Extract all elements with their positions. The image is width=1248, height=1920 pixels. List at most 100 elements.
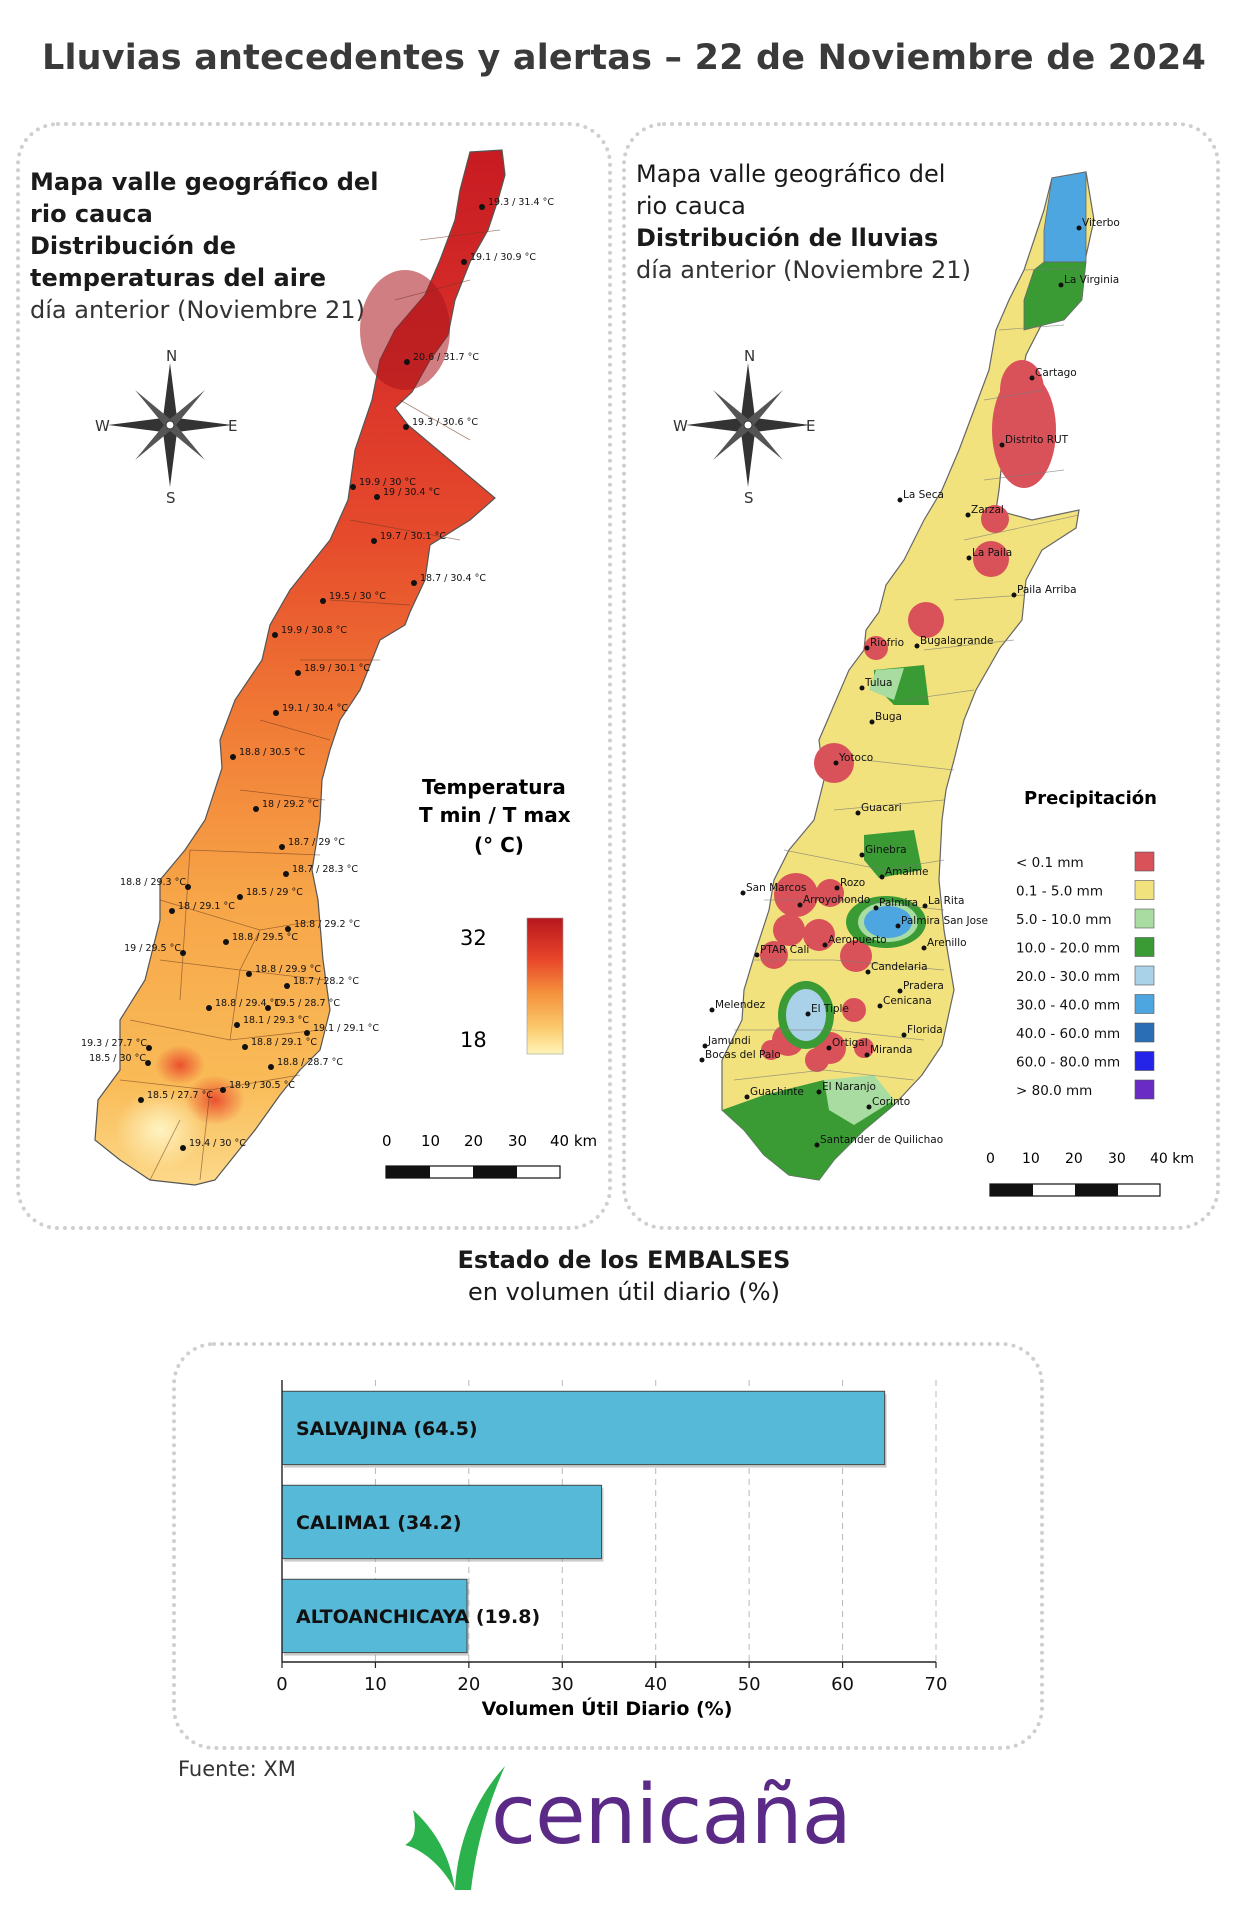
place-dot — [901, 1032, 907, 1038]
station-dot — [283, 871, 289, 877]
station-label: 18.9 / 30.5 °C — [229, 1080, 295, 1091]
place-dot — [865, 969, 871, 975]
place-label: PTAR Cali — [760, 944, 809, 956]
compass-south-2: S — [744, 489, 754, 507]
station-label: 18.8 / 29.9 °C — [255, 964, 321, 975]
place-label: Paila Arriba — [1017, 584, 1077, 596]
station-dot — [180, 950, 186, 956]
station-label: 18.7 / 30.4 °C — [420, 573, 486, 584]
place-label: El Naranjo — [822, 1081, 876, 1093]
legend-max-value: 32 — [460, 926, 487, 950]
place-label: Aeropuerto — [828, 934, 887, 946]
place-dot — [864, 1052, 870, 1058]
place-label: Buga — [875, 711, 902, 723]
station-dot — [230, 754, 236, 760]
station-label: 19.7 / 30.1 °C — [380, 531, 446, 542]
rainfall-voronoi-lines — [733, 267, 1085, 1081]
compass-east-2: E — [806, 417, 815, 435]
x-tick-label: 50 — [738, 1674, 761, 1695]
station-label: 18.8 / 28.7 °C — [277, 1057, 343, 1068]
station-label: 19.5 / 30 °C — [329, 591, 386, 602]
place-dot — [740, 890, 746, 896]
station-label: 19.3 / 30.6 °C — [412, 417, 478, 428]
place-label: Pradera — [903, 980, 944, 992]
reservoir-title: Estado de los EMBALSES — [457, 1246, 791, 1274]
compass-east: E — [228, 417, 237, 435]
station-dot — [272, 632, 278, 638]
place-dot — [866, 1104, 872, 1110]
legend-swatch — [1134, 1079, 1155, 1100]
place-dot — [1029, 375, 1035, 381]
rainfall-places: Viterbo La Virginia Cartago Distrito RUT La … — [699, 217, 1120, 1148]
scale-bar-2: 0 10 20 30 40 km — [986, 1151, 1194, 1197]
bar-label: SALVAJINA (64.5) — [296, 1418, 478, 1440]
place-label: La Paila — [972, 547, 1012, 559]
place-label: Viterbo — [1082, 217, 1120, 229]
compass-west-2: W — [673, 417, 688, 435]
compass-icon: N S E W — [95, 347, 237, 507]
station-label: 20.6 / 31.7 °C — [413, 352, 479, 363]
scale-label-20-2: 20 — [1065, 1151, 1083, 1167]
temperature-panel — [16, 122, 612, 1230]
place-dot — [744, 1094, 750, 1100]
x-tick-label: 20 — [457, 1674, 480, 1695]
place-label: Ortigal — [832, 1037, 868, 1049]
place-dot — [826, 1045, 832, 1051]
x-tick-label: 0 — [276, 1674, 287, 1695]
station-dot — [411, 580, 417, 586]
station-dot — [374, 494, 380, 500]
place-dot — [877, 1003, 883, 1009]
temperature-map: 19.3 / 31.4 °C 19.1 / 30.9 °C 20.6 / 31.7 … — [81, 149, 597, 1186]
x-axis-label: Volumen Útil Diario (%) — [482, 1696, 733, 1720]
place-dot — [834, 885, 840, 891]
place-label: Bugalagrande — [920, 635, 994, 647]
station-label: 18.8 / 29.4 °C — [215, 998, 281, 1009]
place-label: Jamundi — [707, 1035, 751, 1047]
leaf-logo-icon — [405, 1766, 505, 1890]
station-label: 19.1 / 30.4 °C — [282, 703, 348, 714]
station-label: 18.8 / 30.5 °C — [239, 747, 305, 758]
place-label: Arroyohondo — [803, 894, 870, 906]
station-dot — [285, 926, 291, 932]
station-dot — [242, 1044, 248, 1050]
place-label: Melendez — [715, 999, 766, 1011]
place-dot — [879, 874, 885, 880]
scale-label-0-2: 0 — [986, 1151, 995, 1167]
temperature-region — [94, 149, 506, 1186]
place-label: Palmira — [879, 897, 918, 909]
place-dot — [864, 645, 870, 651]
place-dot — [822, 942, 828, 948]
place-dot — [897, 497, 903, 503]
rainfall-region — [721, 171, 1095, 1181]
reservoir-panel — [172, 1342, 1044, 1750]
station-label: 18.7 / 29 °C — [288, 837, 345, 848]
place-label: Amaime — [885, 866, 928, 878]
place-dot — [699, 1057, 705, 1063]
place-label: La Rita — [928, 895, 964, 907]
station-dot — [461, 259, 467, 265]
place-dot — [914, 643, 920, 649]
station-label: 18.8 / 29.1 °C — [251, 1037, 317, 1048]
legend-item-label: > 80.0 mm — [1016, 1083, 1092, 1099]
temperature-stations: 19.3 / 31.4 °C 19.1 / 30.9 °C 20.6 / 31.7 … — [81, 197, 554, 1151]
station-dot — [479, 204, 485, 210]
place-dot — [1076, 225, 1082, 231]
station-dot — [273, 710, 279, 716]
station-dot — [234, 1022, 240, 1028]
place-dot — [873, 905, 879, 911]
station-label: 18.8 / 29.3 °C — [120, 877, 186, 888]
station-label: 19.1 / 30.9 °C — [470, 252, 536, 263]
bar — [281, 1390, 886, 1466]
place-label: Corinto — [872, 1096, 910, 1108]
place-label: Yotoco — [838, 752, 873, 764]
station-dot — [268, 1064, 274, 1070]
station-dot — [279, 844, 285, 850]
x-tick-label: 40 — [644, 1674, 667, 1695]
legend-title-3: (° C) — [474, 833, 524, 857]
station-label: 19.3 / 27.7 °C — [81, 1038, 147, 1049]
precipitation-legend: Precipitación < 0.1 mm 0.1 - 5.0 mm 5.0 - … — [1016, 788, 1157, 1100]
place-label: Zarzal — [971, 504, 1004, 516]
scale-label-20: 20 — [464, 1132, 483, 1150]
legend-swatch — [1134, 1051, 1155, 1071]
brand-name: cenicaña — [491, 1768, 852, 1863]
